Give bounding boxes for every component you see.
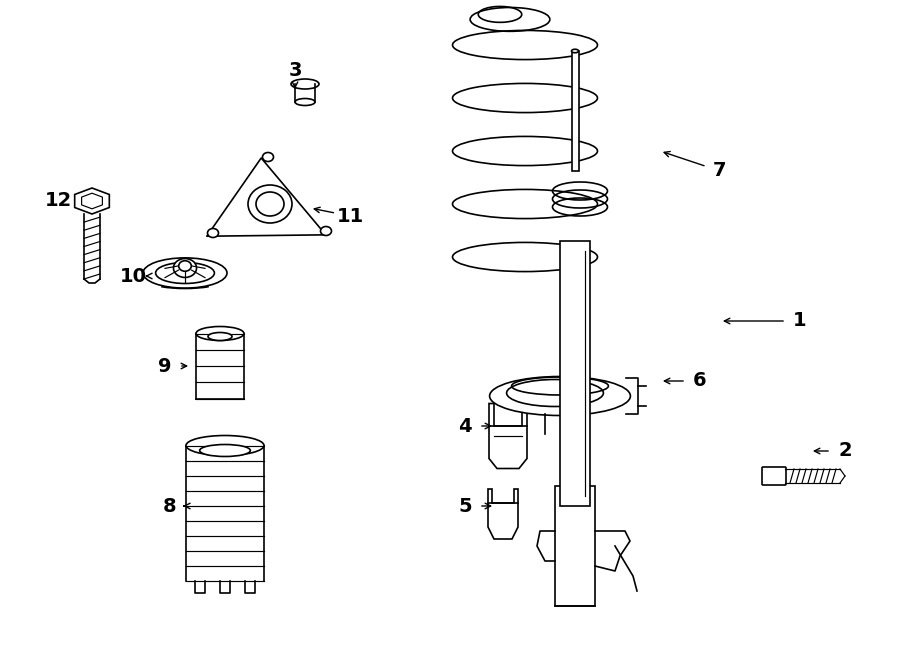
Text: 9: 9 [158,356,172,375]
Ellipse shape [256,192,284,216]
Text: 10: 10 [120,266,147,286]
Ellipse shape [320,227,331,235]
Polygon shape [75,188,109,214]
Ellipse shape [291,79,319,89]
Bar [572,51,579,171]
Ellipse shape [200,444,250,457]
Ellipse shape [179,260,192,271]
Text: 1: 1 [793,311,806,330]
Ellipse shape [208,229,219,237]
Ellipse shape [196,327,244,340]
Text: 4: 4 [458,416,472,436]
Text: 8: 8 [163,496,176,516]
Ellipse shape [295,98,315,106]
Ellipse shape [248,185,292,223]
Ellipse shape [186,436,264,455]
Bar [560,241,590,506]
Ellipse shape [263,153,274,161]
Ellipse shape [174,258,196,278]
Text: 5: 5 [458,496,472,516]
Polygon shape [207,158,326,236]
Ellipse shape [143,258,227,288]
Text: 2: 2 [838,442,851,461]
Ellipse shape [208,332,232,340]
Text: 3: 3 [288,61,302,81]
Ellipse shape [156,262,214,284]
Text: 11: 11 [337,206,364,225]
FancyBboxPatch shape [762,467,786,485]
Text: 6: 6 [693,371,706,391]
Text: 12: 12 [44,192,72,210]
Bar [555,486,595,606]
Ellipse shape [572,50,579,53]
Text: 7: 7 [713,161,727,180]
Ellipse shape [490,377,630,416]
